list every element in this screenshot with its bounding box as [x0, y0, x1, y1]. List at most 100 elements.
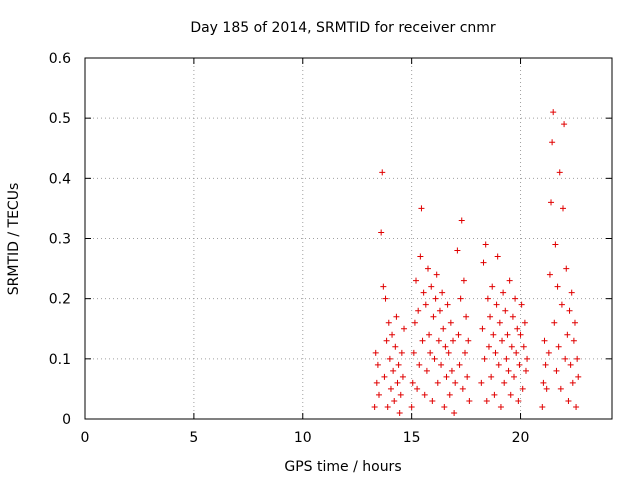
data-point	[568, 289, 575, 296]
data-point	[422, 301, 429, 308]
data-point	[487, 313, 494, 320]
data-point	[397, 391, 404, 398]
data-point	[506, 277, 513, 284]
data-point	[515, 397, 522, 404]
data-point	[485, 343, 492, 350]
y-tick-label: 0.6	[49, 51, 71, 67]
data-point	[545, 349, 552, 356]
data-point	[393, 313, 400, 320]
data-point	[489, 283, 496, 290]
y-tick-label: 0.3	[49, 232, 71, 248]
data-point	[442, 343, 449, 350]
y-tick-labels: 0 0.1 0.2 0.3 0.4 0.5 0.6	[49, 51, 71, 428]
data-point	[503, 355, 510, 362]
x-axis-label: GPS time / hours	[284, 459, 401, 475]
data-point	[435, 337, 442, 344]
data-points	[371, 109, 582, 416]
data-point	[441, 403, 448, 410]
data-point	[448, 367, 455, 374]
data-point	[436, 307, 443, 314]
data-point	[386, 355, 393, 362]
data-point	[438, 361, 445, 368]
data-point	[564, 331, 571, 338]
data-point	[378, 229, 385, 236]
data-point	[451, 409, 458, 416]
data-point	[491, 391, 498, 398]
data-point	[549, 139, 556, 146]
data-point	[569, 379, 576, 386]
data-point	[433, 271, 440, 278]
data-point	[444, 301, 451, 308]
data-point	[379, 169, 386, 176]
data-point	[561, 121, 568, 128]
data-point	[484, 295, 491, 302]
x-tick-label: 0	[81, 430, 90, 446]
data-point	[420, 289, 427, 296]
data-point	[556, 169, 563, 176]
data-point	[478, 379, 485, 386]
data-point	[513, 349, 520, 356]
chart-title: Day 185 of 2014, SRMTID for receiver cnm…	[190, 20, 496, 36]
grid-lines	[85, 58, 612, 419]
data-point	[508, 343, 515, 350]
data-point	[507, 391, 514, 398]
data-point	[567, 361, 574, 368]
data-point	[399, 373, 406, 380]
data-point	[421, 391, 428, 398]
data-point	[570, 337, 577, 344]
data-point	[396, 409, 403, 416]
data-point	[517, 331, 524, 338]
data-point	[385, 319, 392, 326]
data-point	[518, 301, 525, 308]
data-point	[446, 391, 453, 398]
data-point	[455, 331, 462, 338]
data-point	[500, 289, 507, 296]
data-point	[511, 373, 518, 380]
data-point	[454, 247, 461, 254]
data-point	[575, 373, 582, 380]
data-point	[382, 295, 389, 302]
data-point	[497, 403, 504, 410]
data-point	[557, 385, 564, 392]
data-point	[443, 373, 450, 380]
data-point	[479, 325, 486, 332]
data-point	[373, 379, 380, 386]
x-tick-label: 15	[403, 430, 421, 446]
x-tick-label: 20	[512, 430, 530, 446]
data-point	[483, 397, 490, 404]
data-point	[499, 337, 506, 344]
data-point	[463, 313, 470, 320]
data-point	[401, 325, 408, 332]
data-point	[494, 253, 501, 260]
y-tick-label: 0.5	[49, 111, 71, 127]
data-point	[374, 361, 381, 368]
data-point	[492, 349, 499, 356]
data-point	[462, 349, 469, 356]
data-point	[539, 403, 546, 410]
data-point	[466, 397, 473, 404]
data-point	[381, 373, 388, 380]
y-tick-label: 0.1	[49, 352, 71, 368]
data-point	[423, 367, 430, 374]
data-point	[505, 367, 512, 374]
data-point	[460, 277, 467, 284]
data-point	[427, 349, 434, 356]
data-point	[394, 379, 401, 386]
data-point	[456, 361, 463, 368]
data-point	[522, 367, 529, 374]
x-tick-label: 5	[189, 430, 198, 446]
data-point	[480, 259, 487, 266]
data-point	[459, 385, 466, 392]
data-point	[387, 385, 394, 392]
data-point	[391, 397, 398, 404]
data-point	[501, 379, 508, 386]
data-point	[555, 343, 562, 350]
data-point	[445, 349, 452, 356]
data-point	[554, 283, 561, 290]
data-point	[458, 217, 465, 224]
data-point	[514, 325, 521, 332]
data-point	[560, 205, 567, 212]
